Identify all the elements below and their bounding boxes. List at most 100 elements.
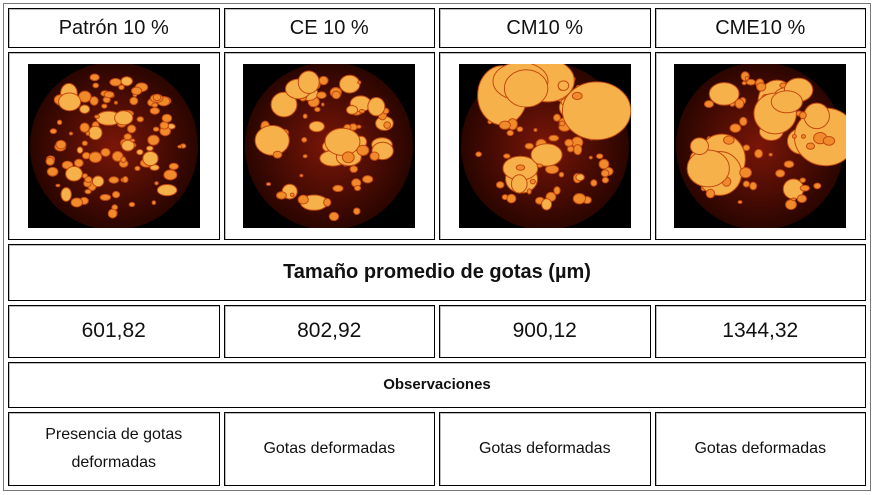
droplet — [78, 104, 90, 114]
size-title-row: Tamaño promedio de gotas (µm) — [8, 243, 866, 301]
droplet — [746, 78, 757, 86]
droplet — [151, 102, 158, 108]
droplet — [60, 187, 72, 202]
droplet — [823, 135, 836, 146]
droplet — [515, 164, 525, 171]
observations-row: Presencia de gotas deformadas Gotas defo… — [8, 412, 866, 486]
observation-cell: Gotas deformadas — [439, 412, 651, 486]
droplet — [89, 73, 100, 82]
size-title: Tamaño promedio de gotas (µm) — [8, 243, 866, 301]
droplet — [100, 147, 111, 157]
droplet — [302, 154, 308, 159]
droplet — [799, 177, 807, 183]
droplet — [297, 194, 310, 205]
droplet — [516, 126, 523, 133]
droplet — [81, 140, 88, 147]
droplet — [266, 182, 272, 187]
droplet — [177, 144, 183, 149]
observations-title-row: Observaciones — [8, 361, 866, 409]
droplet — [99, 193, 111, 201]
droplet — [136, 116, 144, 123]
droplet — [123, 133, 132, 141]
droplet — [498, 120, 511, 130]
droplet — [756, 82, 767, 92]
droplet — [595, 153, 604, 160]
size-cell: 802,92 — [223, 304, 435, 358]
droplet — [113, 100, 118, 105]
droplet — [367, 97, 386, 117]
droplet — [369, 151, 380, 161]
droplet — [121, 176, 129, 184]
droplet — [572, 144, 582, 156]
droplet — [806, 142, 816, 150]
droplet — [571, 91, 583, 101]
droplet — [152, 126, 160, 132]
droplet — [120, 139, 135, 152]
image-cell — [223, 52, 435, 240]
droplet — [329, 211, 340, 222]
droplet — [120, 76, 133, 87]
droplet — [813, 182, 822, 190]
droplet — [301, 137, 308, 143]
droplet — [771, 90, 804, 114]
droplet — [308, 120, 326, 133]
image-cell — [439, 52, 651, 240]
droplet — [331, 90, 342, 100]
droplet — [302, 113, 308, 119]
droplet — [503, 69, 549, 108]
droplet — [56, 119, 62, 126]
droplet — [564, 138, 574, 147]
droplet — [734, 98, 745, 109]
droplet — [45, 156, 55, 166]
droplet — [79, 122, 90, 133]
droplet — [270, 91, 298, 118]
droplet — [70, 197, 83, 208]
droplet — [156, 184, 178, 197]
droplet — [55, 183, 61, 188]
droplet — [506, 129, 514, 137]
droplet — [705, 188, 716, 199]
droplet — [723, 135, 735, 145]
droplet — [57, 92, 81, 112]
droplet — [149, 107, 160, 115]
header-cell: CM10 % — [439, 8, 651, 49]
droplet — [168, 162, 179, 171]
droplet — [161, 113, 172, 123]
droplet — [561, 81, 631, 141]
droplet — [589, 179, 598, 187]
droplet — [575, 173, 585, 182]
micrograph — [458, 64, 631, 228]
droplet — [129, 138, 135, 143]
droplet — [552, 113, 561, 122]
droplet — [744, 75, 750, 81]
droplet — [316, 91, 327, 99]
droplet — [128, 201, 135, 208]
droplet — [339, 74, 361, 94]
droplet — [558, 171, 565, 178]
droplet — [87, 125, 103, 141]
droplet — [553, 186, 561, 195]
droplet — [299, 173, 304, 178]
image-cell — [654, 52, 866, 240]
droplet — [324, 127, 361, 156]
droplet — [383, 121, 392, 129]
droplet — [536, 163, 543, 168]
droplet — [163, 169, 178, 181]
droplet — [548, 134, 559, 142]
droplet — [739, 166, 753, 179]
header-cell: CE 10 % — [223, 8, 435, 49]
size-cell: 601,82 — [8, 304, 220, 358]
droplet — [68, 131, 73, 136]
droplet — [588, 155, 593, 160]
droplet — [92, 82, 99, 89]
droplet — [64, 165, 83, 182]
droplet — [742, 144, 751, 152]
droplet — [314, 106, 321, 113]
droplet — [475, 151, 482, 158]
size-cell: 900,12 — [439, 304, 651, 358]
droplet — [739, 116, 748, 127]
droplet — [600, 169, 610, 178]
droplet — [557, 80, 569, 91]
droplet — [276, 191, 288, 200]
droplet — [130, 86, 142, 96]
